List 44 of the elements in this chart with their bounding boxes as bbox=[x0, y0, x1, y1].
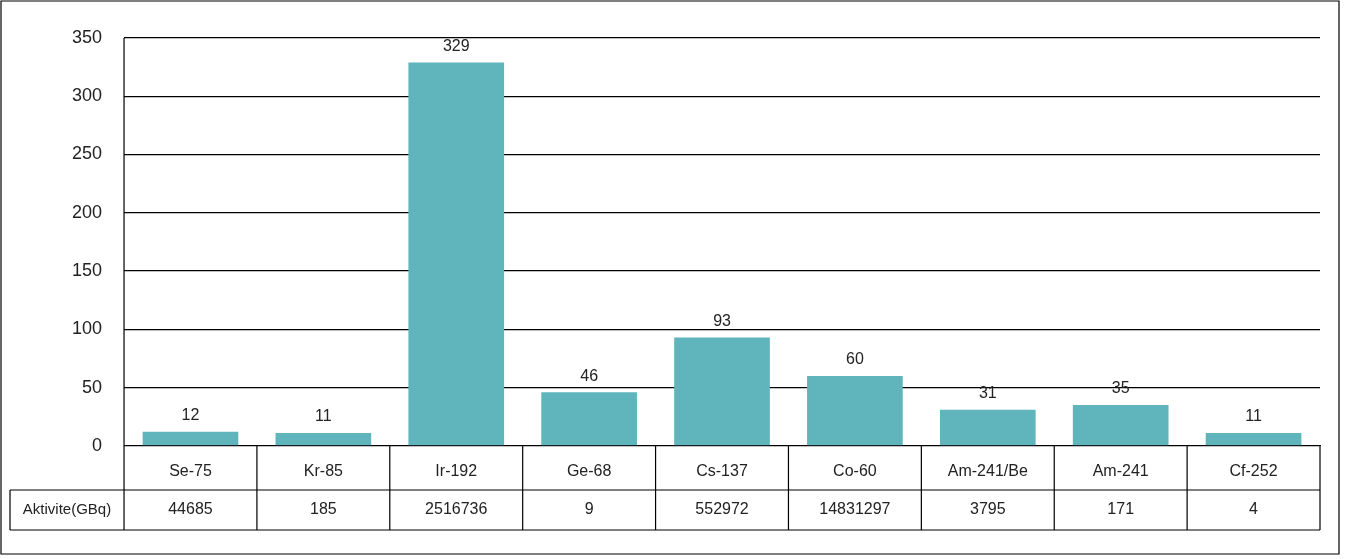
x-tick-label: Ge-68 bbox=[566, 461, 612, 479]
text: 4 bbox=[1249, 500, 1259, 518]
y-tick-label: 50 bbox=[82, 376, 103, 397]
data-label: 60 bbox=[846, 350, 864, 368]
text: 9 bbox=[584, 500, 594, 518]
bar bbox=[408, 62, 505, 446]
data-label: 11 bbox=[1245, 407, 1262, 425]
bar bbox=[142, 431, 239, 446]
text: 2516736 bbox=[425, 500, 488, 518]
data-label: 11 bbox=[315, 407, 332, 425]
data-label: 12 bbox=[181, 406, 200, 424]
x-tick-label: Cf-252 bbox=[1229, 461, 1278, 479]
x-tick-label: Kr-85 bbox=[303, 461, 344, 479]
y-tick-label: 250 bbox=[71, 143, 103, 164]
y-tick-label: 350 bbox=[71, 26, 103, 47]
text: 44685 bbox=[168, 500, 213, 518]
bar bbox=[275, 432, 372, 446]
y-tick-label: 200 bbox=[71, 201, 103, 222]
x-tick-label: Co-60 bbox=[833, 461, 877, 479]
y-tick-label: 150 bbox=[71, 260, 103, 280]
text: 171 bbox=[1107, 500, 1135, 518]
bar bbox=[807, 375, 903, 446]
text: 3795 bbox=[969, 500, 1006, 518]
x-tick-label: Am-241 bbox=[1092, 461, 1149, 479]
text: Aktivite(GBq) bbox=[22, 500, 112, 518]
y-tick-label: 0 bbox=[92, 434, 103, 455]
x-tick-label: Cs-137 bbox=[696, 461, 748, 479]
text: 552972 bbox=[695, 500, 749, 518]
text: 14831297 bbox=[819, 500, 891, 518]
bar bbox=[674, 337, 770, 446]
bar bbox=[1072, 405, 1169, 446]
data-label: 329 bbox=[442, 36, 470, 54]
text: 185 bbox=[310, 500, 337, 518]
data-label: 93 bbox=[713, 311, 732, 329]
bar bbox=[541, 392, 637, 446]
bar bbox=[1205, 432, 1302, 446]
x-tick-label: Am-241/Be bbox=[947, 461, 1028, 479]
x-tick-label: Se-75 bbox=[169, 461, 212, 479]
x-tick-label: Ir-192 bbox=[435, 461, 478, 479]
bar bbox=[939, 409, 1036, 446]
data-label: 46 bbox=[580, 366, 599, 384]
y-tick-label: 100 bbox=[71, 318, 103, 339]
y-tick-label: 300 bbox=[71, 85, 103, 106]
data-label: 31 bbox=[978, 384, 997, 402]
